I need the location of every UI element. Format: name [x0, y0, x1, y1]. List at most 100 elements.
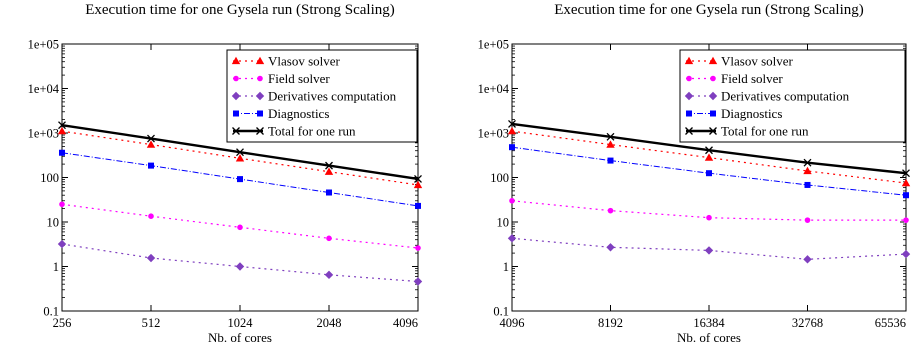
y-tick-label: 0.1 [43, 305, 59, 319]
x-tick-label: 512 [142, 316, 161, 330]
legend-marker [709, 127, 717, 135]
data-point [804, 217, 811, 223]
y-tick-label: 1e+04 [28, 82, 60, 96]
series-5 [508, 119, 910, 178]
data-point [607, 207, 614, 214]
data-point [704, 246, 714, 255]
legend-entry: Diagnostics [686, 106, 782, 121]
legend-marker [686, 75, 692, 82]
data-point [507, 234, 517, 243]
data-point [413, 277, 423, 286]
legend-marker [710, 75, 716, 82]
data-point [415, 202, 421, 209]
legend-marker [231, 91, 241, 101]
legend-label: Diagnostics [268, 106, 329, 121]
legend-entry: Field solver [233, 71, 330, 86]
data-point [606, 132, 615, 141]
data-point [236, 148, 244, 157]
chart-panel-2: Execution time for one Gysela run (Stron… [478, 2, 911, 345]
legend-label: Vlasov solver [721, 54, 794, 69]
legend-marker [233, 75, 239, 82]
y-tick-label: 10 [47, 216, 60, 230]
data-point [326, 235, 332, 242]
chart-panel-1: Execution time for one Gysela run (Stron… [28, 2, 423, 345]
data-point [803, 158, 812, 167]
legend-label: Vlasov solver [268, 54, 341, 69]
data-point [147, 134, 155, 143]
data-point [237, 224, 243, 231]
y-tick-label: 10 [497, 216, 510, 230]
data-point [324, 167, 334, 175]
x-tick-label: 32768 [792, 316, 823, 330]
legend-marker [232, 127, 240, 135]
data-point [509, 144, 515, 151]
legend-entry: Total for one run [232, 124, 356, 139]
y-tick-label: 0.1 [493, 305, 509, 319]
data-point [606, 243, 615, 252]
series-3 [57, 239, 423, 286]
legend-label: Field solver [721, 71, 783, 86]
data-point [508, 119, 516, 128]
data-point [903, 217, 909, 223]
data-point [606, 140, 615, 148]
legend-marker [685, 127, 693, 135]
data-point [146, 253, 156, 263]
data-point [57, 239, 67, 249]
x-tick-label: 1024 [228, 316, 254, 330]
data-point [148, 162, 154, 169]
x-tick-label: 65536 [875, 316, 906, 330]
legend-marker [233, 110, 239, 117]
legend-entry: Field solver [686, 71, 783, 86]
series-5 [58, 121, 422, 183]
data-point [146, 140, 156, 148]
x-tick-label: 2048 [317, 316, 342, 330]
legend-marker [256, 127, 264, 135]
series-2 [509, 197, 909, 223]
data-point [903, 192, 909, 199]
data-point [706, 214, 712, 221]
legend-marker [708, 91, 718, 101]
x-tick-label: 16384 [693, 316, 725, 330]
series-4 [509, 144, 909, 199]
x-axis-label: Nb. of cores [208, 330, 272, 345]
data-point [415, 245, 421, 251]
legend-marker [257, 110, 263, 117]
data-point [901, 178, 911, 187]
chart-title: Execution time for one Gysela run (Stron… [554, 2, 864, 18]
data-point [413, 180, 423, 189]
data-point [705, 146, 713, 155]
data-point [704, 153, 714, 161]
y-tick-label: 100 [40, 171, 59, 185]
legend-label: Total for one run [268, 124, 356, 139]
x-tick-label: 4096 [500, 316, 525, 330]
legend-entry: Derivatives computation [231, 89, 397, 104]
series-3 [507, 234, 911, 264]
legend-marker [684, 56, 694, 65]
data-point [235, 262, 245, 271]
y-tick-label: 1e+05 [478, 38, 509, 52]
data-point [324, 270, 334, 280]
x-axis-label: Nb. of cores [677, 330, 741, 345]
legend-box [679, 49, 906, 143]
series-2 [59, 201, 421, 251]
legend-marker [257, 75, 263, 82]
data-point [901, 249, 911, 259]
series-1 [57, 126, 423, 189]
y-tick-label: 1e+03 [478, 127, 509, 141]
series-1 [507, 126, 911, 187]
legend-label: Field solver [268, 71, 330, 86]
legend-label: Derivatives computation [721, 89, 850, 104]
y-tick-label: 1e+05 [28, 38, 59, 52]
data-point [706, 170, 712, 177]
data-point [148, 213, 154, 220]
y-tick-label: 1e+04 [478, 82, 510, 96]
legend-marker [708, 56, 718, 65]
y-tick-label: 1 [503, 260, 509, 274]
data-point [902, 169, 910, 178]
legend-marker [255, 91, 265, 101]
y-tick-label: 100 [490, 171, 509, 185]
x-tick-label: 256 [53, 316, 72, 330]
y-tick-label: 1e+03 [28, 127, 59, 141]
data-point [326, 189, 332, 196]
data-point [803, 255, 812, 264]
